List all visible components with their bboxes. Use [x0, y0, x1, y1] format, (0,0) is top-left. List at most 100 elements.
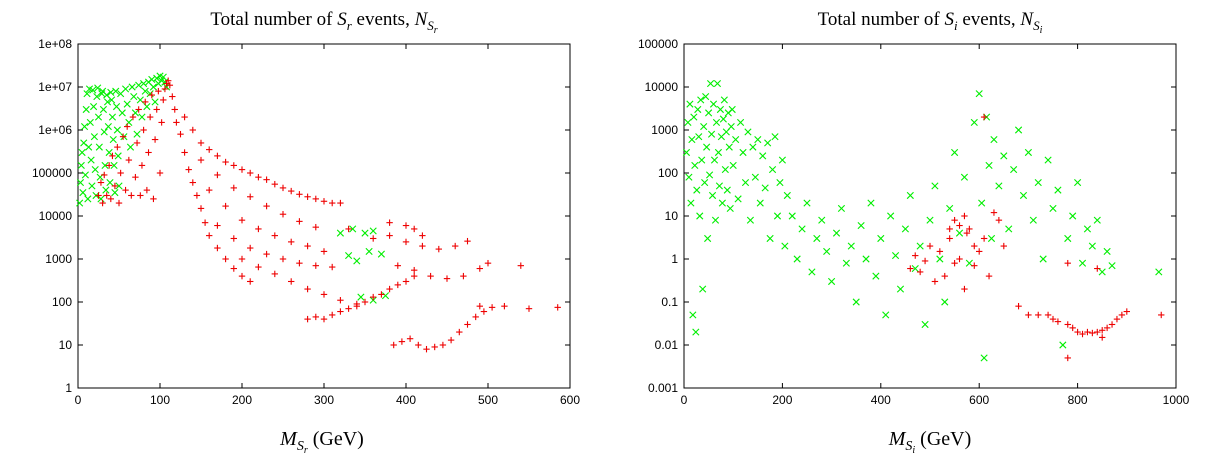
left-data-point — [80, 123, 89, 131]
left-data-point — [402, 278, 410, 285]
left-y-tick-label: 10 — [59, 338, 73, 352]
right-data-point — [1044, 156, 1052, 164]
left-data-point — [79, 189, 87, 197]
right-data-point — [1099, 327, 1106, 334]
left-data-point — [345, 305, 352, 312]
left-data-point — [472, 313, 479, 321]
right-y-tick-label: 100 — [658, 166, 678, 180]
chart-left-xlabel: MSr (GeV) — [279, 428, 364, 456]
right-data-point — [708, 191, 717, 200]
right-data-point — [951, 216, 958, 224]
right-data-point — [692, 328, 700, 336]
right-data-point — [852, 298, 860, 306]
left-data-point — [189, 179, 196, 186]
left-data-point — [189, 126, 196, 134]
left-data-point — [122, 186, 129, 194]
left-data-point — [394, 262, 401, 269]
left-data-point — [263, 250, 270, 258]
right-data-point — [956, 222, 963, 229]
right-data-point — [961, 285, 968, 293]
left-data-point — [138, 162, 146, 169]
left-data-point — [106, 178, 114, 187]
left-data-point — [100, 128, 108, 136]
right-data-point — [1034, 178, 1042, 187]
right-data-point — [773, 212, 782, 220]
left-data-point — [214, 171, 221, 179]
right-data-point — [720, 96, 728, 104]
right-data-point — [1074, 328, 1081, 336]
left-data-point — [161, 85, 169, 93]
right-data-point — [912, 252, 919, 259]
right-data-point — [749, 143, 757, 151]
left-y-tick-label: 100 — [52, 295, 72, 309]
right-data-point — [1155, 268, 1163, 276]
left-data-point — [149, 83, 158, 91]
left-data-point — [255, 263, 262, 271]
left-data-point — [185, 166, 192, 173]
left-x-tick-label: 300 — [314, 393, 334, 407]
left-data-point — [117, 169, 124, 177]
right-data-point — [963, 229, 971, 237]
right-data-point — [946, 204, 954, 213]
right-data-point — [971, 262, 978, 269]
left-data-point — [222, 158, 229, 166]
left-data-point — [151, 98, 159, 106]
right-data-point — [1024, 148, 1032, 157]
right-data-point — [706, 80, 715, 88]
left-data-point — [406, 335, 414, 342]
right-data-point — [687, 199, 695, 207]
right-data-point — [736, 118, 745, 127]
left-data-point — [148, 91, 155, 99]
left-data-point — [476, 302, 483, 310]
right-data-point — [746, 216, 755, 224]
right-data-point — [842, 259, 850, 267]
right-data-point — [1064, 354, 1071, 362]
right-data-point — [978, 199, 986, 207]
right-data-point — [783, 191, 791, 200]
left-data-point — [345, 225, 352, 233]
left-data-point — [304, 315, 311, 323]
right-data-point — [941, 298, 949, 306]
left-data-point — [296, 191, 303, 198]
left-data-point — [137, 192, 144, 199]
right-data-point — [891, 252, 900, 260]
right-data-point — [813, 234, 821, 243]
right-data-point — [1064, 259, 1071, 267]
right-data-point — [980, 235, 988, 242]
left-data-point — [271, 232, 278, 239]
left-data-point — [112, 103, 121, 111]
left-data-point — [247, 278, 254, 285]
left-data-point — [296, 259, 303, 267]
right-data-point — [788, 212, 796, 220]
left-data-point — [142, 98, 149, 106]
chart-left-points — [76, 72, 561, 353]
chart-right-title: Total number of Si events, NSi — [818, 9, 1043, 36]
right-data-point — [1074, 178, 1082, 187]
left-data-point — [141, 87, 149, 95]
left-data-point — [140, 126, 147, 134]
left-data-point — [370, 235, 377, 242]
right-data-point — [698, 156, 706, 164]
right-data-point — [766, 234, 774, 243]
right-data-point — [1079, 330, 1086, 338]
right-data-point — [693, 186, 701, 194]
left-data-point — [255, 225, 262, 233]
left-data-point — [76, 199, 84, 207]
left-data-point — [329, 199, 336, 207]
left-data-point — [427, 272, 434, 280]
right-data-point — [695, 133, 703, 141]
left-data-point — [126, 143, 135, 151]
left-y-tick-label: 10000 — [39, 209, 73, 223]
right-data-point — [1010, 166, 1018, 174]
left-data-point — [517, 262, 524, 269]
right-data-point — [946, 225, 953, 233]
left-data-point — [132, 173, 139, 181]
left-data-point — [238, 166, 246, 173]
left-data-point — [95, 143, 103, 151]
right-data-point — [690, 113, 698, 121]
right-y-tick-label: 10 — [665, 209, 679, 223]
right-data-point — [985, 161, 993, 170]
right-y-tick-label: 0.001 — [648, 381, 678, 395]
left-data-point — [443, 275, 451, 282]
left-data-point — [85, 143, 93, 151]
